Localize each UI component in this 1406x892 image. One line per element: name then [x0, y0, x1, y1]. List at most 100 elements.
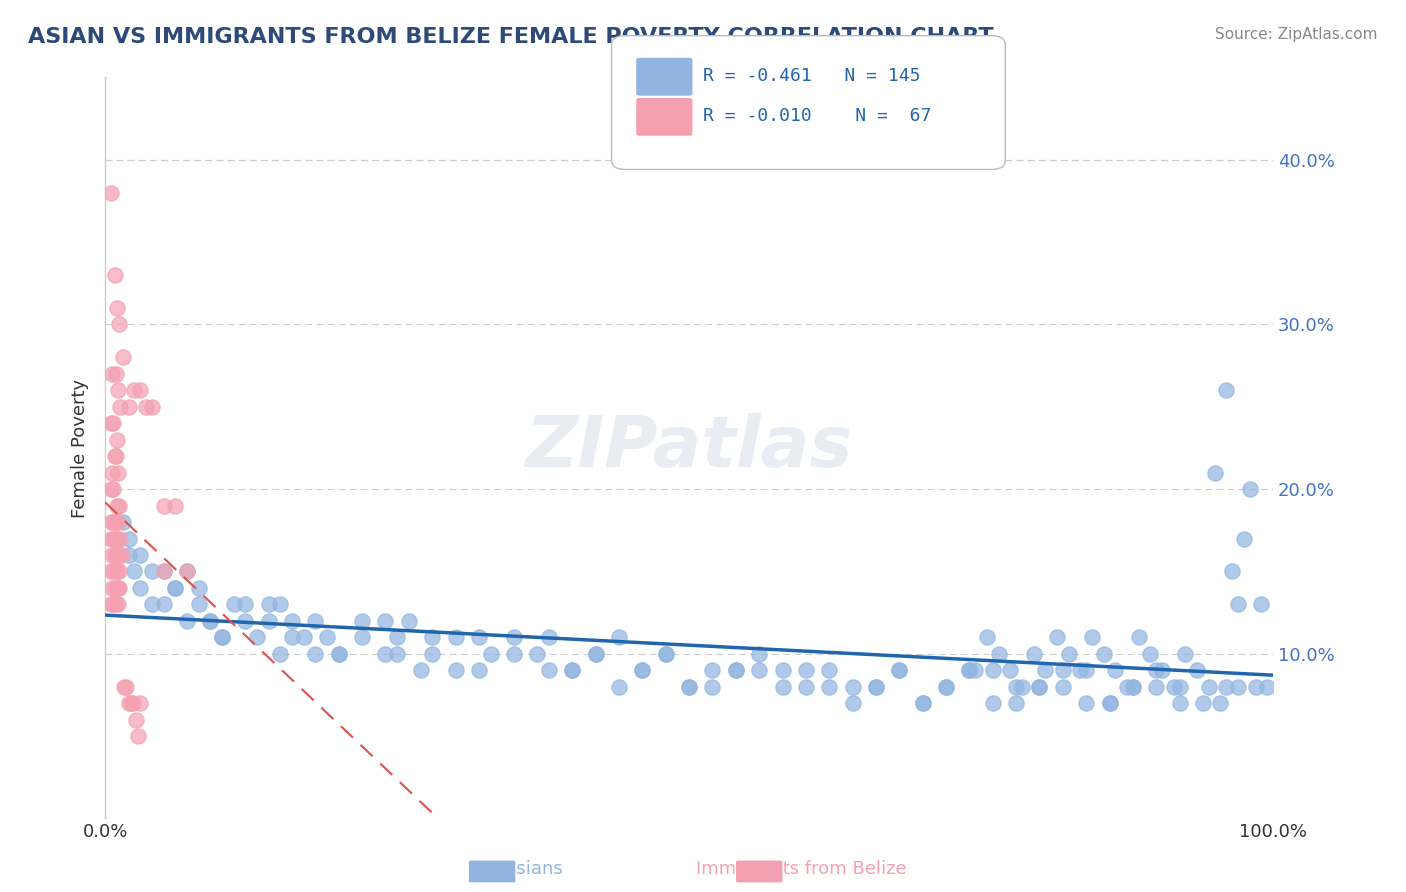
- Y-axis label: Female Poverty: Female Poverty: [72, 378, 89, 517]
- Point: [115, 680, 138, 694]
- Point: [257, 614, 280, 628]
- Point: [678, 680, 700, 694]
- Point: [104, 565, 127, 579]
- Point: [304, 647, 326, 661]
- Text: R = -0.461   N = 145: R = -0.461 N = 145: [703, 67, 921, 85]
- Point: [1098, 696, 1121, 710]
- Point: [748, 663, 770, 677]
- Point: [101, 581, 124, 595]
- Point: [105, 499, 128, 513]
- Point: [1005, 696, 1028, 710]
- Point: [1256, 680, 1278, 694]
- Point: [103, 598, 125, 612]
- Point: [561, 663, 583, 677]
- Point: [117, 532, 139, 546]
- Point: [112, 680, 135, 694]
- Point: [865, 680, 887, 694]
- Point: [352, 614, 374, 628]
- Point: [889, 663, 911, 677]
- Point: [772, 680, 794, 694]
- Point: [103, 532, 125, 546]
- Point: [100, 598, 122, 612]
- Point: [1185, 663, 1208, 677]
- Point: [103, 268, 125, 282]
- Point: [141, 565, 163, 579]
- Point: [269, 598, 291, 612]
- Point: [385, 630, 408, 644]
- Point: [468, 663, 491, 677]
- Point: [108, 318, 131, 332]
- Point: [479, 647, 502, 661]
- Text: Source: ZipAtlas.com: Source: ZipAtlas.com: [1215, 27, 1378, 42]
- Point: [1144, 680, 1167, 694]
- Point: [1250, 598, 1272, 612]
- Point: [107, 581, 129, 595]
- Point: [1227, 598, 1250, 612]
- Point: [1215, 384, 1237, 398]
- Point: [1046, 630, 1069, 644]
- Point: [1168, 680, 1191, 694]
- Point: [187, 598, 209, 612]
- Point: [105, 532, 128, 546]
- Point: [110, 532, 132, 546]
- Point: [101, 515, 124, 529]
- Point: [1052, 680, 1074, 694]
- Point: [316, 630, 339, 644]
- Point: [702, 680, 724, 694]
- Point: [818, 680, 841, 694]
- Point: [1122, 680, 1144, 694]
- Point: [103, 416, 125, 430]
- Point: [1139, 647, 1161, 661]
- Point: [1076, 663, 1098, 677]
- Point: [987, 647, 1010, 661]
- Point: [503, 630, 526, 644]
- Point: [794, 663, 817, 677]
- Point: [107, 515, 129, 529]
- Point: [724, 663, 747, 677]
- Point: [235, 614, 257, 628]
- Point: [702, 663, 724, 677]
- Point: [1052, 663, 1074, 677]
- Point: [108, 565, 131, 579]
- Point: [607, 680, 630, 694]
- Point: [103, 532, 125, 546]
- Point: [141, 598, 163, 612]
- Point: [110, 548, 132, 562]
- Point: [152, 565, 174, 579]
- Point: [105, 301, 128, 315]
- Point: [117, 400, 139, 414]
- Point: [269, 647, 291, 661]
- Point: [1144, 663, 1167, 677]
- Point: [129, 696, 152, 710]
- Point: [420, 647, 443, 661]
- Point: [152, 565, 174, 579]
- Point: [176, 614, 198, 628]
- Point: [222, 598, 245, 612]
- Point: [105, 565, 128, 579]
- Point: [103, 548, 125, 562]
- Point: [152, 499, 174, 513]
- Point: [1000, 663, 1022, 677]
- Point: [104, 598, 127, 612]
- Point: [117, 696, 139, 710]
- Point: [246, 630, 269, 644]
- Point: [503, 647, 526, 661]
- Point: [374, 614, 396, 628]
- Point: [211, 630, 233, 644]
- Point: [841, 680, 863, 694]
- Point: [111, 515, 134, 529]
- Point: [409, 663, 432, 677]
- Point: [107, 548, 129, 562]
- Point: [103, 515, 125, 529]
- Point: [107, 598, 129, 612]
- Point: [1076, 696, 1098, 710]
- Point: [1122, 680, 1144, 694]
- Point: [1244, 680, 1267, 694]
- Point: [981, 696, 1004, 710]
- Text: Immigrants from Belize: Immigrants from Belize: [696, 860, 907, 878]
- Point: [631, 663, 654, 677]
- Point: [374, 647, 396, 661]
- Point: [911, 696, 934, 710]
- Point: [1174, 647, 1197, 661]
- Point: [103, 482, 125, 496]
